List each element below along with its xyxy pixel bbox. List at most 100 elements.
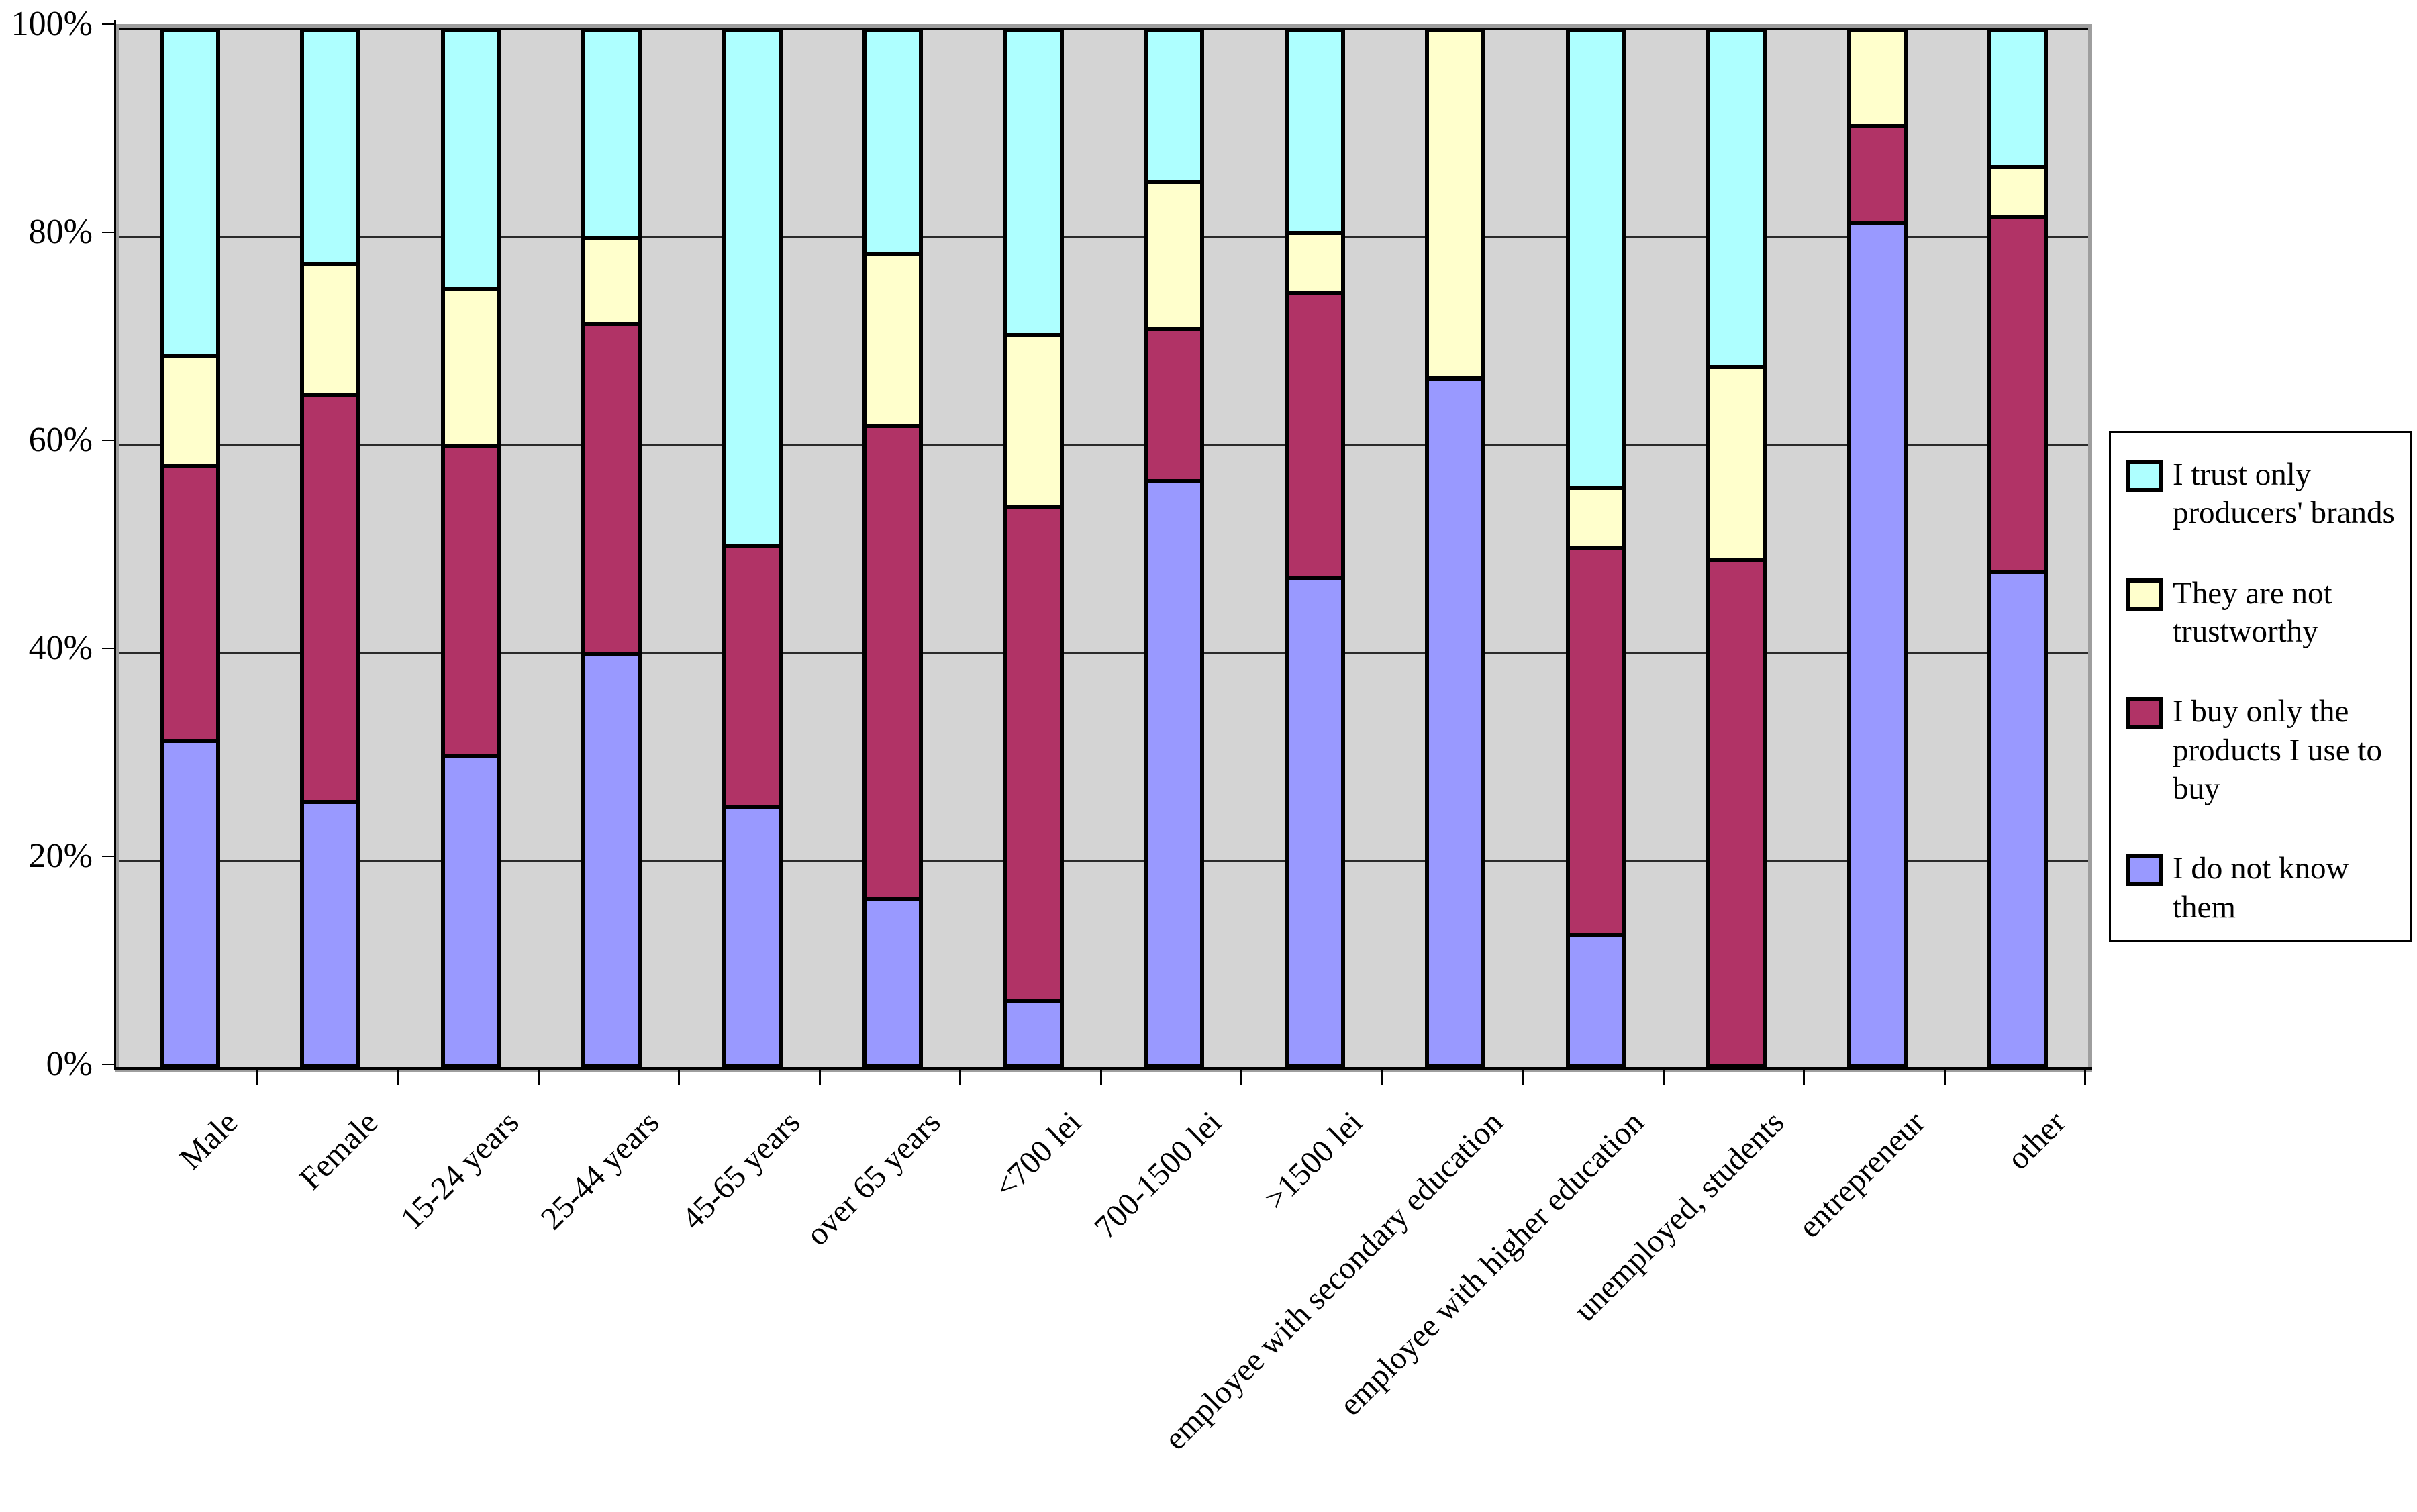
bar-segment <box>304 32 357 266</box>
bar-segment <box>1007 337 1060 510</box>
bar-<700 lei <box>1003 28 1064 1068</box>
bar-employee with higher education <box>1565 28 1626 1068</box>
bar-entrepreneur <box>1846 28 1908 1068</box>
bar-segment <box>726 32 779 548</box>
x-tick <box>256 1070 258 1085</box>
legend-swatch <box>2126 854 2163 887</box>
bar-segment <box>1288 235 1341 295</box>
bar-segment <box>585 325 638 656</box>
bar-segment <box>1148 184 1201 332</box>
bar-segment <box>163 32 216 358</box>
y-axis-label: 60% <box>28 421 93 459</box>
bar-segment <box>163 743 216 1064</box>
bar-segment <box>163 357 216 469</box>
legend-item: I buy only the products I use to buy <box>2126 693 2398 808</box>
bar-segment <box>1007 1003 1060 1064</box>
y-tick-80 <box>102 232 114 233</box>
bar-25-44 years <box>581 28 642 1068</box>
x-axis-label: 45-65 years <box>675 1104 807 1237</box>
x-tick <box>1522 1070 1524 1085</box>
bar-segment <box>1148 483 1201 1065</box>
x-tick <box>1240 1070 1242 1085</box>
bar-segment <box>867 901 920 1064</box>
bar-segment <box>1569 550 1622 937</box>
legend-label: I trust only producers' brands <box>2173 457 2395 531</box>
bar-segment <box>304 397 357 805</box>
gridline-20 <box>119 860 2088 862</box>
bar-segment <box>1851 128 1904 225</box>
x-tick <box>1381 1070 1383 1085</box>
x-axis-label: >1500 lei <box>1257 1104 1370 1217</box>
bar-Male <box>159 28 220 1068</box>
x-tick <box>1943 1070 1946 1085</box>
x-axis-label: other <box>2000 1104 2073 1177</box>
bar-segment <box>1429 381 1482 1064</box>
y-tick-100 <box>102 23 114 25</box>
bar-segment <box>1429 32 1482 381</box>
bar-segment <box>1569 32 1622 491</box>
legend-item: I trust only producers' brands <box>2126 456 2398 533</box>
x-tick <box>1099 1070 1102 1085</box>
y-tick-20 <box>102 856 114 857</box>
legend-swatch <box>2126 578 2163 611</box>
x-tick <box>818 1070 821 1085</box>
y-axis-label: 80% <box>28 213 93 251</box>
x-tick <box>1803 1070 1805 1085</box>
y-axis-label: 40% <box>28 629 93 667</box>
bar-segment <box>1991 32 2044 169</box>
x-axis-label: 25-44 years <box>534 1104 667 1237</box>
bar-segment <box>1569 937 1622 1064</box>
bar-segment <box>1288 32 1341 236</box>
bar-segment <box>1148 32 1201 185</box>
bar-45-65 years <box>722 28 783 1068</box>
bar-segment <box>1851 32 1904 129</box>
bar-700-1500 lei <box>1144 28 1205 1068</box>
bar-15-24 years <box>440 28 501 1068</box>
y-tick-60 <box>102 440 114 441</box>
legend-item: They are not trustworthy <box>2126 574 2398 652</box>
legend-label: They are not trustworthy <box>2173 575 2332 649</box>
bar-segment <box>867 255 920 428</box>
bar-segment <box>304 804 357 1064</box>
x-tick <box>959 1070 961 1085</box>
bar-employee with secondary education <box>1425 28 1486 1068</box>
bar-segment <box>1710 368 1763 563</box>
x-tick <box>537 1070 540 1085</box>
bar-segment <box>585 656 638 1064</box>
bar-segment <box>444 291 497 448</box>
legend-item: I do not know them <box>2126 850 2398 927</box>
bar-unemployed, students <box>1706 28 1767 1068</box>
gridline-40 <box>119 652 2088 654</box>
x-axis-label: 15-24 years <box>393 1104 526 1237</box>
x-axis-label: Female <box>293 1104 385 1197</box>
gridline-60 <box>119 444 2088 446</box>
bar-segment <box>726 548 779 809</box>
plot-area <box>115 24 2092 1072</box>
x-axis-label: 700-1500 lei <box>1087 1104 1229 1246</box>
bar-segment <box>1007 32 1060 338</box>
y-tick-40 <box>102 648 114 649</box>
bar-Female <box>300 28 361 1068</box>
bar-segment <box>1569 490 1622 550</box>
gridline-80 <box>119 236 2088 238</box>
bar-over 65 years <box>862 28 924 1068</box>
legend-box: I trust only producers' brands They are n… <box>2109 431 2412 942</box>
bar-segment <box>585 240 638 326</box>
x-axis-label: employee with higher education <box>1332 1104 1651 1423</box>
x-tick <box>397 1070 399 1085</box>
bar-segment <box>1991 219 2044 575</box>
bar->1500 lei <box>1284 28 1345 1068</box>
bar-segment <box>726 808 779 1064</box>
bar-segment <box>444 758 497 1064</box>
bar-segment <box>1851 224 1904 1064</box>
x-axis-label: entrepreneur <box>1791 1104 1932 1245</box>
bar-segment <box>1288 295 1341 580</box>
bar-segment <box>1991 168 2044 219</box>
legend-label: I buy only the products I use to buy <box>2173 694 2382 806</box>
y-axis-label: 20% <box>28 837 93 875</box>
x-axis-label: <700 lei <box>987 1104 1089 1205</box>
bar-segment <box>585 32 638 240</box>
bar-segment <box>163 468 216 744</box>
x-axis-label: Male <box>172 1104 245 1177</box>
